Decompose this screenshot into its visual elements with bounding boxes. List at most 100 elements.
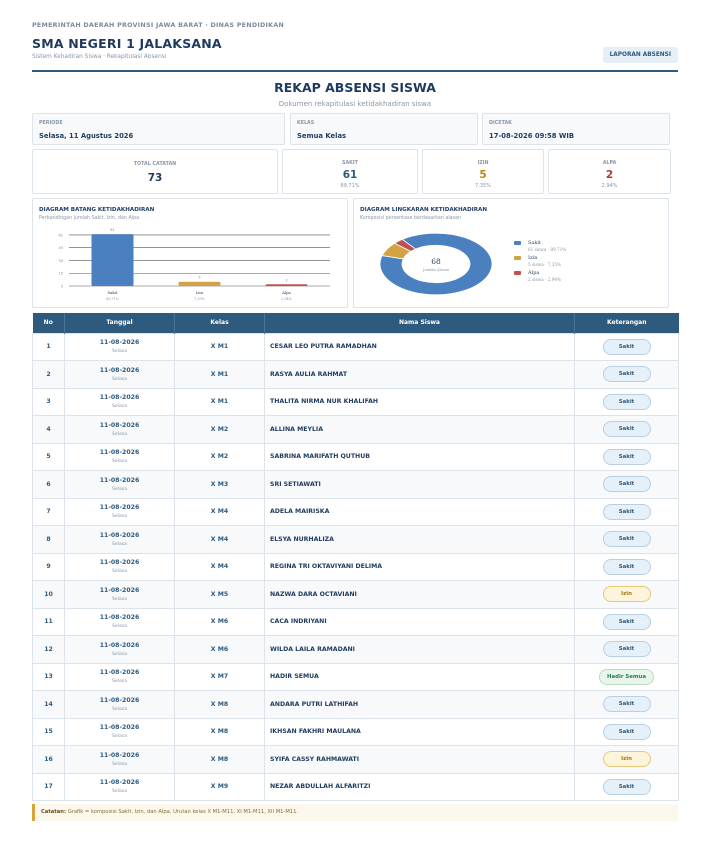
row-date-value: 11-08-2026	[99, 724, 140, 732]
info-periode-label: PERIODE	[39, 121, 63, 126]
organization-name: PEMERINTAH DAERAH PROVINSI JAWA BARAT · …	[32, 22, 285, 29]
row-date: 11-08-2026 Selasa	[64, 552, 175, 581]
legend-name-sakit: Sakit	[528, 240, 542, 246]
status-badge: Izin	[602, 586, 651, 603]
legend-name-izin: Izin	[528, 255, 538, 261]
footnote-label: Catatan:	[41, 809, 67, 815]
stat-total-value: 73	[147, 172, 163, 184]
status-badge: Sakit	[602, 531, 651, 548]
bar-category-pct: 89,71%	[106, 297, 120, 301]
donut-chart: 68 Jumlah Alasan	[379, 232, 493, 296]
legend-swatch-sakit	[514, 241, 521, 245]
absence-table: No Tanggal Kelas Nama Siswa Keterangan 1…	[32, 313, 679, 801]
bar-chart-subtitle: Perbandingan jumlah Sakit, Izin, dan Alp…	[39, 216, 140, 221]
donut-slice-alpa	[393, 238, 417, 252]
row-nama: RASYA AULIA RAHMAT	[264, 360, 575, 389]
legend-swatch-izin	[514, 256, 521, 260]
status-badge: Sakit	[602, 338, 651, 355]
row-keterangan: Izin	[574, 745, 679, 774]
row-no: 10	[32, 580, 65, 609]
bar-category-pct: 7,35%	[194, 297, 206, 301]
row-date: 11-08-2026 Selasa	[64, 772, 175, 801]
stat-alpa-label: ALPA	[602, 161, 617, 166]
stat-total: TOTAL CATATAN 73	[32, 149, 278, 194]
footnote-text: Grafik = komposisi Sakit, Izin, dan Alpa…	[67, 809, 299, 815]
row-date-value: 11-08-2026	[99, 394, 140, 402]
row-no: 3	[32, 387, 65, 416]
row-kelas: X M2	[174, 442, 265, 471]
info-kelas: KELAS Semua Kelas	[290, 113, 478, 145]
row-date: 11-08-2026 Selasa	[64, 717, 175, 746]
row-day: Selasa	[111, 376, 128, 382]
donut-chart-title: DIAGRAM LINGKARAN KETIDAKHADIRAN	[360, 207, 488, 213]
row-kelas: X M6	[174, 607, 265, 636]
row-no: 11	[32, 607, 65, 636]
table-row: 4 11-08-2026 Selasa X M2 ALLINA MEYLIA Sakit	[32, 415, 679, 444]
row-day: Selasa	[111, 514, 128, 520]
table-row: 12 11-08-2026 Selasa X M6 WILDA LAILA RAMADA…	[32, 635, 679, 664]
column-header-keterangan: Keterangan	[574, 313, 679, 333]
info-kelas-value: Semua Kelas	[297, 132, 347, 140]
bar-chart-title: DIAGRAM BATANG KETIDAKHADIRAN	[39, 207, 155, 213]
status-badge: Izin	[602, 751, 651, 768]
row-day: Selasa	[111, 569, 128, 575]
row-no: 13	[32, 662, 65, 691]
row-kelas: X M8	[174, 690, 265, 719]
row-day: Selasa	[111, 679, 128, 685]
row-kelas: X M1	[174, 360, 265, 389]
info-kelas-label: KELAS	[297, 121, 315, 126]
row-keterangan: Sakit	[574, 717, 679, 746]
donut-center-label: Jumlah Alasan	[422, 268, 450, 272]
row-no: 14	[32, 690, 65, 719]
row-keterangan: Sakit	[574, 772, 679, 801]
status-badge: Sakit	[602, 503, 651, 520]
row-nama: THALITA NIRMA NUR KHALIFAH	[264, 387, 575, 416]
row-date: 11-08-2026 Selasa	[64, 690, 175, 719]
page-subtitle: Dokumen rekapitulasi ketidakhadiran sisw…	[278, 100, 432, 108]
row-keterangan: Sakit	[574, 525, 679, 554]
bar-ytick-label: 61	[59, 233, 63, 237]
row-keterangan: Sakit	[574, 552, 679, 581]
row-keterangan: Hadir Semua	[574, 662, 679, 691]
legend-name-alpa: Alpa	[528, 270, 540, 276]
row-date: 11-08-2026 Selasa	[64, 442, 175, 471]
bar-category-label: Izin	[196, 290, 204, 295]
row-day: Selasa	[111, 349, 128, 355]
table-header-row: No Tanggal Kelas Nama Siswa Keterangan	[32, 313, 679, 333]
report-header: PEMERINTAH DAERAH PROVINSI JAWA BARAT · …	[32, 22, 678, 72]
column-header-kelas: Kelas	[174, 313, 265, 333]
row-nama: SRI SETIAWATI	[264, 470, 575, 499]
row-no: 8	[32, 525, 65, 554]
row-date-value: 11-08-2026	[99, 669, 140, 677]
row-kelas: X M3	[174, 470, 265, 499]
row-date-value: 11-08-2026	[99, 421, 140, 429]
donut-chart-panel: DIAGRAM LINGKARAN KETIDAKHADIRAN Komposi…	[353, 198, 669, 308]
stat-sakit-pct: 89,71%	[340, 183, 360, 189]
table-row: 9 11-08-2026 Selasa X M4 REGINA TRI OKTAVIYA…	[32, 552, 679, 581]
row-kelas: X M1	[174, 387, 265, 416]
bar-category-pct: 2,94%	[281, 297, 293, 301]
bar-category-label: Sakit	[108, 290, 118, 295]
row-kelas: X M8	[174, 717, 265, 746]
row-date-value: 11-08-2026	[99, 779, 140, 787]
row-date-value: 11-08-2026	[99, 559, 140, 567]
legend-detail-izin: 5 siswa · 7,35%	[528, 262, 562, 267]
row-day: Selasa	[111, 734, 128, 740]
stat-izin-pct: 7,35%	[475, 183, 491, 189]
row-keterangan: Sakit	[574, 635, 679, 664]
bar-chart-panel: DIAGRAM BATANG KETIDAKHADIRAN Perbanding…	[32, 198, 348, 308]
row-date: 11-08-2026 Selasa	[64, 332, 175, 361]
column-header-no: No	[32, 313, 65, 333]
table-row: 16 11-08-2026 Selasa X M8 SYIFA CASSY RAHMAW…	[32, 745, 679, 774]
row-kelas: X M4	[174, 525, 265, 554]
status-badge: Sakit	[602, 393, 651, 410]
row-date: 11-08-2026 Selasa	[64, 635, 175, 664]
row-date: 11-08-2026 Selasa	[64, 580, 175, 609]
info-periode-value: Selasa, 11 Agustus 2026	[39, 132, 134, 140]
stat-izin-label: IZIN	[477, 161, 489, 166]
row-day: Selasa	[111, 624, 128, 630]
row-keterangan: Sakit	[574, 332, 679, 361]
row-kelas: X M7	[174, 662, 265, 691]
stat-sakit: SAKIT 61 89,71%	[282, 149, 418, 194]
donut-slice-sakit	[379, 232, 493, 296]
